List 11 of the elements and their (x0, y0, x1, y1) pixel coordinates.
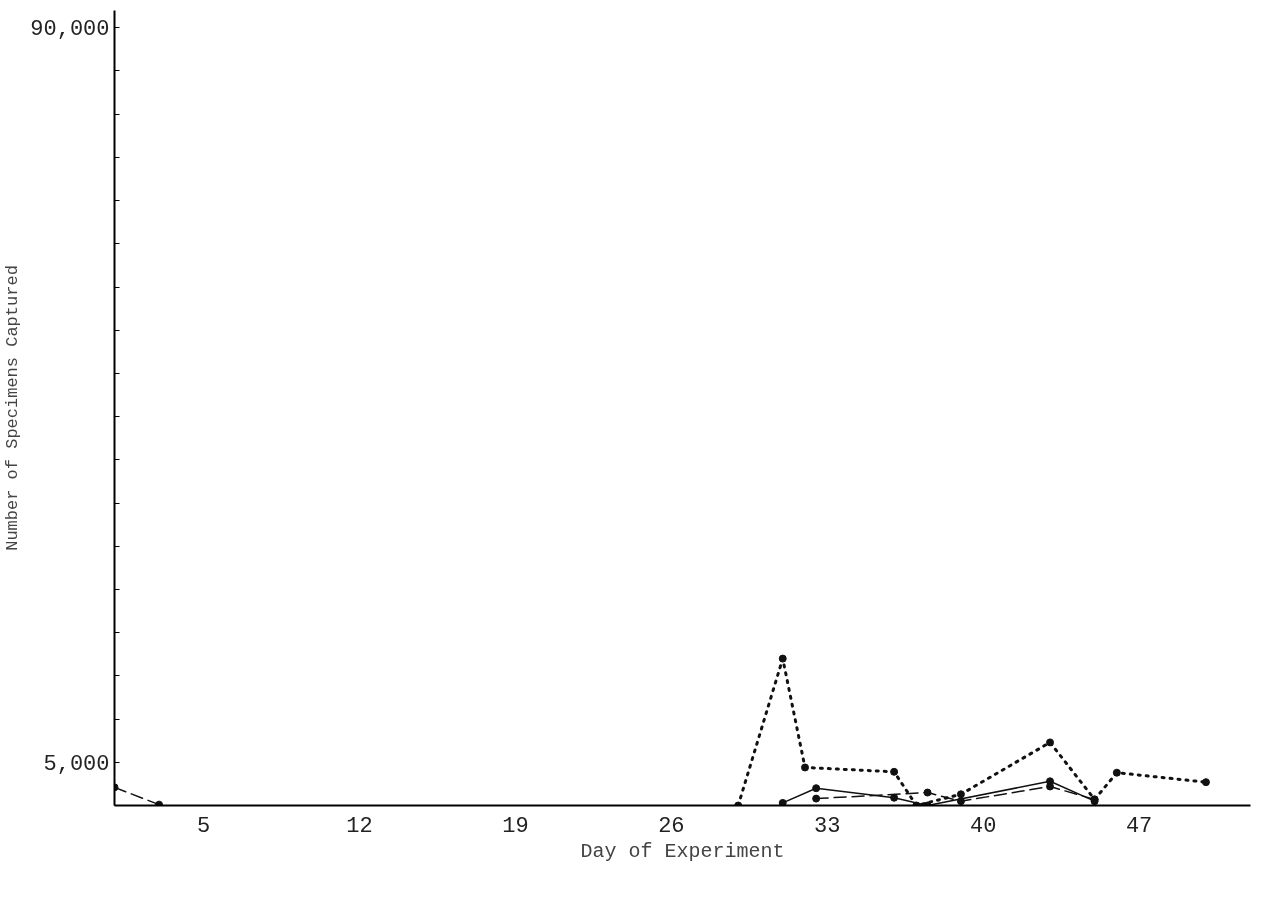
x-tick-label: 26 (658, 813, 685, 839)
x-tick-label: 40 (970, 813, 997, 839)
y-axis-title: Number of Specimens Captured (3, 265, 23, 551)
y-tick-label: 90,000 (30, 17, 110, 43)
x-tick-label: 33 (814, 813, 841, 839)
x-tick-label: 12 (346, 813, 373, 839)
y-tick-label: 5,000 (43, 751, 110, 777)
x-axis-title: Day of Experiment (580, 839, 785, 863)
x-tick-label: 47 (1125, 813, 1153, 839)
x-tick-label: 19 (502, 813, 529, 839)
x-tick-label: 5 (197, 813, 211, 839)
